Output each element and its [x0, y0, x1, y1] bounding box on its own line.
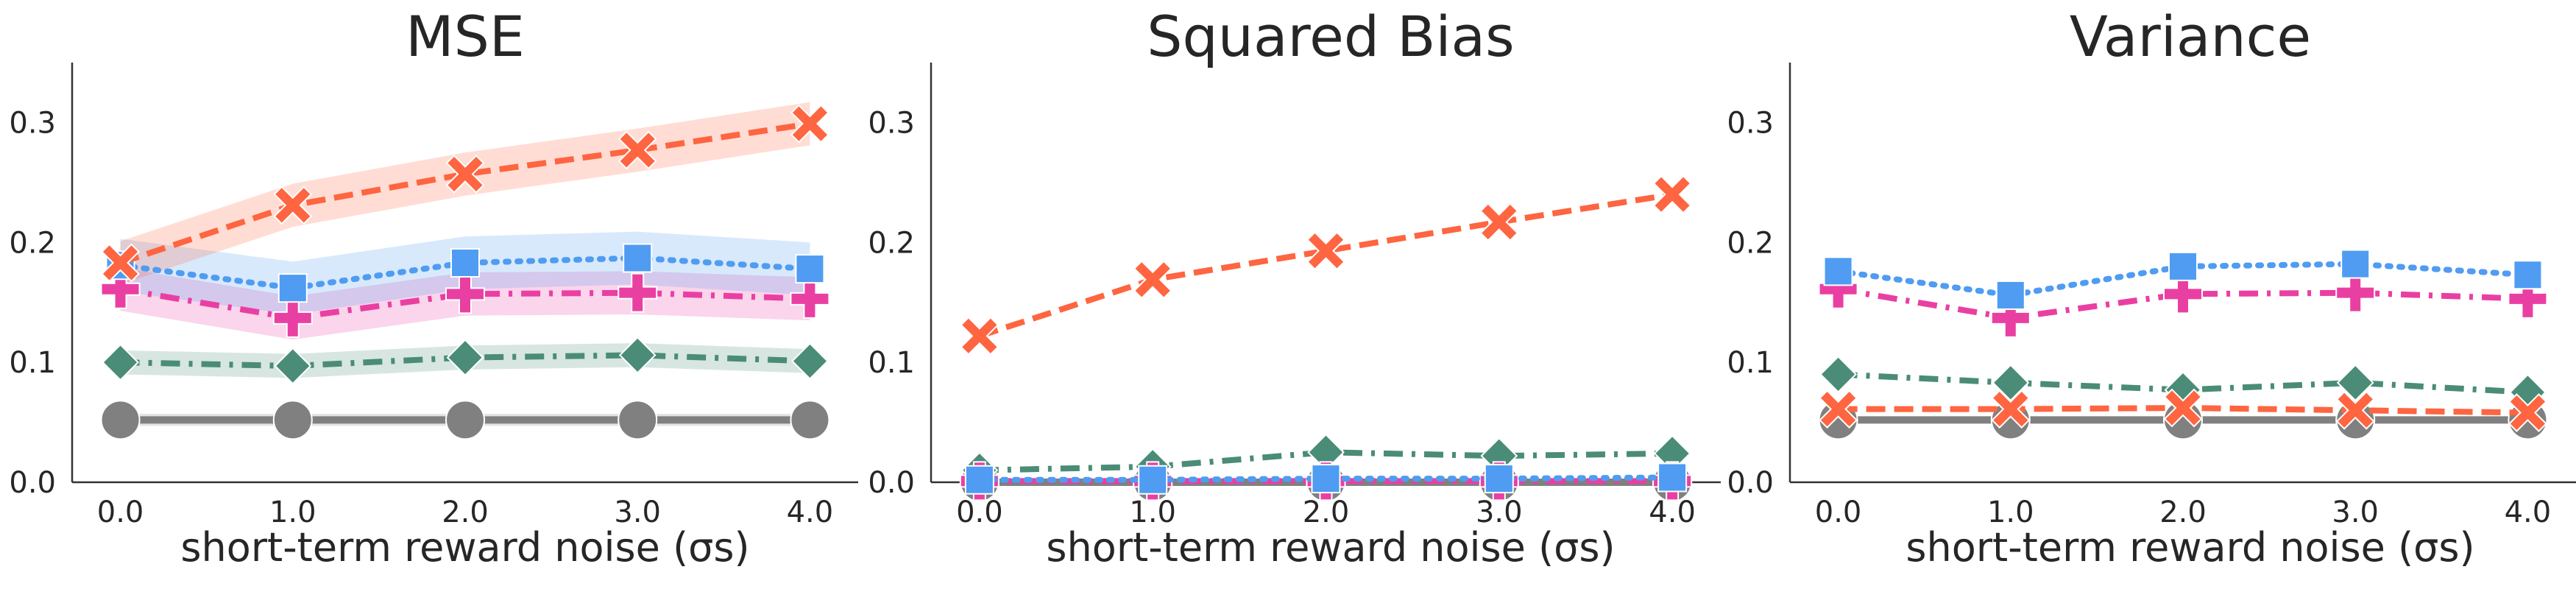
marker-square-blue: [1823, 256, 1853, 286]
x-tick-label: 2.0: [2159, 495, 2207, 529]
marker-square-blue: [2340, 249, 2371, 279]
marker-x-orange: [1991, 389, 2031, 429]
marker-diamond-green: [102, 343, 139, 381]
marker-diamond-green: [446, 339, 484, 377]
x-tick-label: 0.0: [97, 495, 144, 529]
series-line-plus-magenta: [1837, 286, 2528, 321]
marker-square-blue: [1311, 464, 1341, 494]
marker-diamond-green: [1819, 356, 1857, 393]
marker-diamond-green: [1992, 364, 2030, 402]
marker-circle-gray: [445, 400, 485, 440]
marker-square-blue: [964, 465, 994, 495]
y-tick-label: 0.0: [9, 466, 56, 500]
marker-plus-magenta: [790, 278, 830, 319]
series-line-diamond-green: [120, 352, 810, 370]
marker-plus-magenta: [272, 297, 313, 338]
series-line-plus-magenta: [119, 286, 810, 321]
marker-x-orange: [2508, 393, 2547, 432]
marker-plus-magenta: [618, 272, 658, 313]
marker-circle-gray: [272, 400, 313, 440]
marker-x-orange: [445, 155, 485, 194]
y-tick-label: 0.3: [1727, 106, 1774, 140]
marker-square-blue: [2513, 260, 2543, 290]
x-tick-label: 1.0: [1987, 495, 2034, 529]
series-line-square-blue: [1835, 261, 2531, 298]
series-line-diamond-green: [979, 449, 1673, 473]
y-tick-label: 0.0: [868, 466, 915, 500]
series-line-diamond-green: [1838, 371, 2528, 395]
y-tick-label: 0.1: [868, 346, 915, 380]
marker-square-blue: [450, 247, 480, 278]
x-axis-label: short-term reward noise (σs): [180, 524, 749, 571]
marker-circle-gray: [618, 400, 658, 440]
marker-x-orange: [273, 186, 313, 225]
panel-title: Variance: [2070, 4, 2311, 69]
marker-x-orange: [618, 130, 657, 170]
panel-squared-bias: Squared Bias short-term reward noise (σs…: [868, 4, 1721, 571]
y-tick-label: 0.3: [868, 106, 915, 140]
y-tick-label: 0.0: [1727, 466, 1774, 500]
marker-square-blue: [795, 254, 825, 284]
marker-plus-magenta: [2508, 278, 2548, 319]
marker-diamond-green: [791, 342, 829, 380]
marker-square-blue: [1138, 465, 1168, 495]
x-tick-label: 3.0: [2332, 495, 2379, 529]
plot-area: 0.0 0.1 0.2 0.3 0.0 1.0 2.0 3.0 4.0: [9, 63, 858, 529]
series-line-square-blue: [117, 255, 813, 292]
panel-variance: Variance short-term reward noise (σs) 0.…: [1727, 4, 2576, 571]
marker-square-blue: [1484, 464, 1514, 494]
marker-x-orange: [1652, 174, 1692, 214]
series-line-x-orange: [978, 191, 1673, 339]
x-tick-label: 2.0: [442, 495, 489, 529]
marker-diamond-green: [274, 347, 312, 385]
marker-x-orange: [790, 104, 829, 144]
x-tick-label: 0.0: [1815, 495, 1862, 529]
marker-plus-magenta: [100, 269, 141, 309]
x-tick-label: 3.0: [614, 495, 661, 529]
marker-circle-gray: [100, 400, 141, 440]
marker-square-blue: [2168, 251, 2198, 281]
marker-x-orange: [1819, 389, 1858, 429]
x-tick-label: 4.0: [2505, 495, 2552, 529]
plot-area: 0.00.10.20.30.0 1.0 2.0 3.0 4.0: [868, 63, 1721, 529]
marker-diamond-green: [2336, 364, 2374, 402]
marker-square-blue: [1995, 280, 2025, 310]
marker-square-blue: [623, 243, 653, 273]
marker-plus-magenta: [1990, 297, 2031, 338]
marker-x-orange: [2163, 388, 2203, 428]
marker-diamond-green: [618, 336, 657, 374]
marker-square-blue: [277, 273, 308, 303]
x-axis-label: short-term reward noise (σs): [1906, 524, 2474, 571]
plot-area: 0.0 0.1 0.2 0.3 0.0 1.0 2.0 3.0 4.0: [1727, 63, 2576, 529]
y-tick-label: 0.3: [9, 106, 56, 140]
x-axis-label: short-term reward noise (σs): [1046, 524, 1615, 571]
marker-x-orange: [1479, 202, 1519, 242]
marker-circle-gray: [790, 400, 830, 440]
x-tick-label: 4.0: [787, 495, 834, 529]
panel-mse: MSE short-term reward noise (σs) 0.00.10…: [9, 4, 858, 571]
marker-x-orange: [960, 316, 999, 356]
marker-x-orange: [2335, 390, 2375, 430]
y-tick-label: 0.2: [9, 226, 56, 260]
marker-plus-magenta: [445, 274, 485, 314]
y-tick-label: 0.1: [9, 346, 56, 380]
marker-x-orange: [101, 243, 140, 283]
y-tick-label: 0.1: [1727, 346, 1774, 380]
series-line-x-orange: [119, 121, 811, 266]
marker-x-orange: [1133, 260, 1172, 300]
marker-plus-magenta: [2335, 272, 2376, 313]
marker-plus-magenta: [2163, 274, 2203, 314]
panel-title: Squared Bias: [1147, 4, 1514, 69]
y-tick-label: 0.2: [1727, 226, 1774, 260]
x-tick-label: 1.0: [269, 495, 316, 529]
panel-title: MSE: [406, 4, 525, 69]
marker-square-blue: [1657, 462, 1688, 493]
y-tick-label: 0.2: [868, 226, 915, 260]
marker-x-orange: [1306, 231, 1345, 271]
